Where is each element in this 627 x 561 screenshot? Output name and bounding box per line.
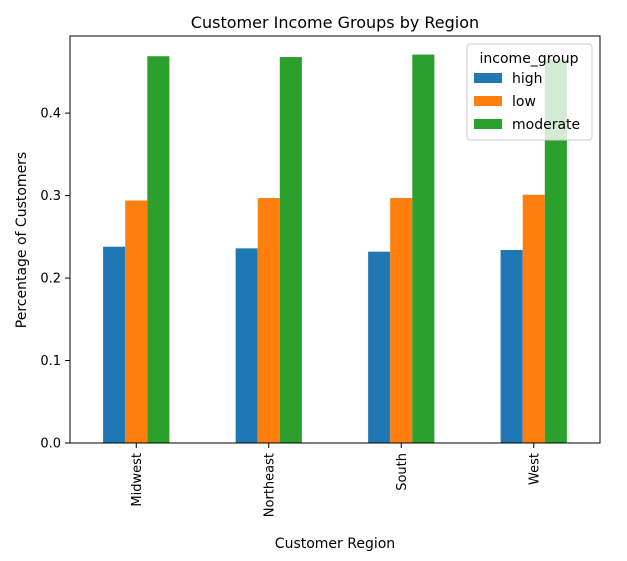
bar-moderate-midwest bbox=[147, 56, 170, 443]
legend-label-moderate: moderate bbox=[512, 117, 580, 133]
bar-high-south bbox=[368, 251, 391, 443]
legend-items: high low moderate bbox=[474, 71, 580, 133]
bars-layer bbox=[103, 54, 567, 444]
chart-title: Customer Income Groups by Region bbox=[191, 13, 479, 32]
legend-label-low: low bbox=[512, 94, 536, 110]
y-tick-label: 0.4 bbox=[40, 107, 61, 122]
x-tick-label: West bbox=[527, 453, 542, 485]
bar-high-northeast bbox=[235, 248, 258, 443]
bar-low-northeast bbox=[257, 198, 280, 443]
x-axis-ticks: Midwest Northeast South West bbox=[130, 443, 542, 517]
legend-swatch-moderate bbox=[474, 119, 502, 129]
bar-high-west bbox=[500, 250, 523, 443]
y-axis-ticks: 0.0 0.1 0.2 0.3 0.4 bbox=[40, 107, 70, 452]
legend-label-high: high bbox=[512, 71, 543, 87]
legend-title: income_group bbox=[480, 51, 579, 67]
bar-moderate-south bbox=[412, 54, 435, 443]
bar-low-west bbox=[522, 194, 545, 443]
bar-low-midwest bbox=[125, 200, 148, 443]
bar-moderate-northeast bbox=[279, 57, 302, 443]
legend-swatch-high bbox=[474, 73, 502, 83]
y-axis-label: Percentage of Customers bbox=[14, 152, 30, 328]
bar-low-south bbox=[390, 198, 413, 443]
y-tick-label: 0.3 bbox=[40, 189, 61, 204]
y-tick-label: 0.2 bbox=[40, 272, 61, 287]
x-axis-label: Customer Region bbox=[275, 536, 395, 552]
y-tick-label: 0.1 bbox=[40, 354, 61, 369]
x-tick-label: Midwest bbox=[130, 453, 145, 507]
legend-box bbox=[466, 43, 593, 141]
legend-swatch-low bbox=[474, 96, 502, 106]
bar-high-midwest bbox=[103, 246, 126, 443]
legend: income_group high low moderate bbox=[466, 43, 593, 141]
bar-moderate-west bbox=[544, 59, 567, 444]
y-tick-label: 0.0 bbox=[40, 437, 61, 452]
x-tick-label: South bbox=[395, 453, 410, 491]
x-tick-label: Northeast bbox=[262, 453, 277, 517]
plot-frame bbox=[69, 35, 601, 444]
